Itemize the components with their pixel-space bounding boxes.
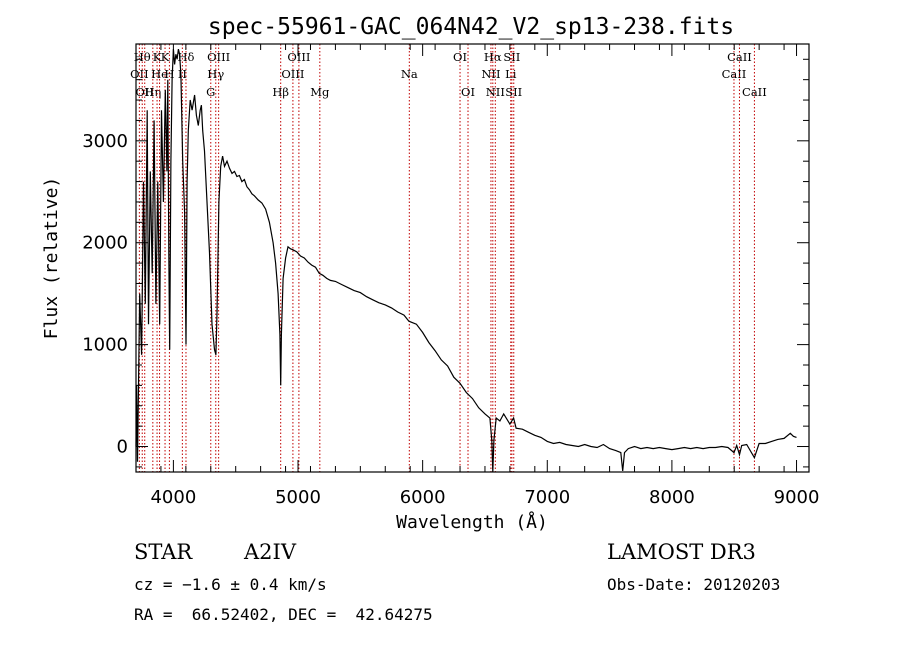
marker-label: OIII xyxy=(287,50,310,64)
x-tick-label: 4000 xyxy=(150,487,196,508)
survey-name: LAMOST DR3 xyxy=(607,540,756,564)
marker-label: SII xyxy=(503,50,520,64)
marker-label: OIII xyxy=(281,67,304,81)
marker-label: Hα xyxy=(484,50,502,64)
coordinates: RA = 66.52402, DEC = 42.64275 xyxy=(134,605,433,624)
marker-label: NII xyxy=(486,85,505,99)
marker-label: H xyxy=(164,67,174,81)
marker-label: OI xyxy=(461,85,475,99)
x-tick-label: 5000 xyxy=(275,487,321,508)
marker-label: Hβ xyxy=(272,85,289,99)
marker-label: OII xyxy=(130,67,149,81)
y-axis-label: Flux (relative) xyxy=(41,177,62,340)
y-tick-label: 2000 xyxy=(82,233,128,254)
marker-label: CaII xyxy=(742,85,767,99)
marker-label: Na xyxy=(401,67,418,81)
marker-label: Hθ xyxy=(134,50,151,64)
marker-label: CaII xyxy=(727,50,752,64)
marker-label: K xyxy=(161,50,170,64)
x-axis-label: Wavelength (Å) xyxy=(396,511,548,533)
object-subclass: A2IV xyxy=(244,540,296,564)
marker-label: CaII xyxy=(722,67,747,81)
marker-label: Hδ xyxy=(177,50,194,64)
marker-label: Hγ xyxy=(207,67,224,81)
marker-label: G xyxy=(206,85,215,99)
y-tick-label: 3000 xyxy=(82,131,128,152)
plot-frame xyxy=(135,43,810,473)
y-axis: 0 1000 2000 3000 xyxy=(82,58,809,468)
marker-label: Li xyxy=(505,67,517,81)
x-tick-label: 8000 xyxy=(649,487,695,508)
marker-label: OII xyxy=(135,85,154,99)
obs-date: Obs-Date: 20120203 xyxy=(607,575,781,594)
marker-label: Hη xyxy=(144,85,161,99)
marker-label: NII xyxy=(481,67,500,81)
x-tick-label: 6000 xyxy=(400,487,446,508)
marker-label: SII xyxy=(505,85,522,99)
marker-label: II xyxy=(178,67,187,81)
marker-label: OI xyxy=(453,50,467,64)
object-class: STAR xyxy=(134,540,193,564)
redshift-text: cz = −1.6 ± 0.4 km/s xyxy=(134,575,327,594)
marker-label: K xyxy=(153,50,162,64)
marker-label: He xyxy=(151,67,168,81)
line-markers: OIIHθOIIHηKHeKHHδIIGHγOIIIHβOIIIOIIIMgNa… xyxy=(130,44,767,472)
marker-label: OIII xyxy=(207,50,230,64)
x-tick-label: 7000 xyxy=(524,487,570,508)
marker-label: Mg xyxy=(310,85,330,99)
spectrum-line xyxy=(135,48,797,473)
x-tick-label: 9000 xyxy=(774,487,820,508)
x-axis: 4000 5000 6000 7000 8000 9000 xyxy=(135,44,820,508)
y-tick-label: 1000 xyxy=(82,335,128,356)
y-tick-label: 0 xyxy=(117,437,128,458)
chart-title: spec-55961-GAC_064N42_V2_sp13-238.fits xyxy=(208,14,734,40)
